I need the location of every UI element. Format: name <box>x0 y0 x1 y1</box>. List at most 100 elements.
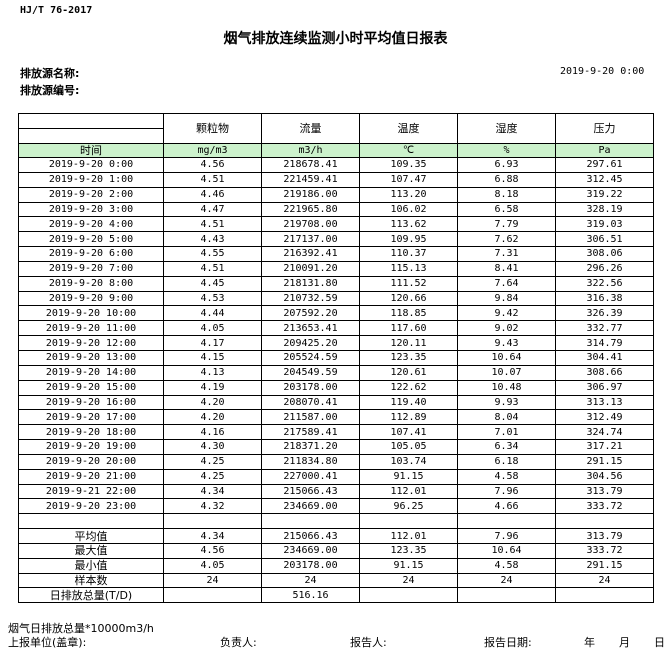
value-cell: 324.74 <box>555 424 654 441</box>
value-cell: 306.97 <box>555 379 654 396</box>
hourly-data-row-label: 2019-9-20 2:00 <box>18 186 164 203</box>
value-cell: 4.51 <box>163 260 262 277</box>
hourly-data-row-label: 2019-9-20 17:00 <box>18 409 164 426</box>
column-header-temperature: 温度 <box>359 113 458 144</box>
value-cell: 211587.00 <box>261 409 360 426</box>
value-cell: 10.64 <box>457 349 556 366</box>
value-cell: 120.66 <box>359 290 458 307</box>
column-header-pressure: 压力 <box>555 113 654 144</box>
value-cell: 112.89 <box>359 409 458 426</box>
value-cell: 4.43 <box>163 231 262 248</box>
hourly-data-row-label: 2019-9-20 5:00 <box>18 231 164 248</box>
hourly-data-row-label: 2019-9-20 3:00 <box>18 201 164 218</box>
value-cell: 9.93 <box>457 394 556 411</box>
value-cell: 217137.00 <box>261 231 360 248</box>
hourly-data-row-label: 2019-9-20 16:00 <box>18 394 164 411</box>
value-cell: 103.74 <box>359 453 458 470</box>
summary-row-label: 日排放总量(T/D) <box>18 587 164 604</box>
value-cell: 4.19 <box>163 379 262 396</box>
value-cell: 319.22 <box>555 186 654 203</box>
hourly-data-row: 2019-9-20 5:00 4.43 217137.00 109.95 7.62 306… <box>18 231 654 248</box>
value-cell: 115.13 <box>359 260 458 277</box>
summary-row-label: 平均值 <box>18 528 164 544</box>
value-cell: 218678.41 <box>261 157 360 173</box>
value-cell: 4.66 <box>457 498 556 515</box>
summary-row: 样本数 24 24 24 24 24 <box>18 572 654 589</box>
value-cell: 107.41 <box>359 424 458 441</box>
value-cell: 6.18 <box>457 453 556 470</box>
summary-row: 最小值 4.05 203178.00 91.15 4.58 291.15 <box>18 557 654 574</box>
value-cell: 211834.80 <box>261 453 360 470</box>
value-cell: 4.17 <box>163 335 262 351</box>
value-cell: 109.35 <box>359 157 458 173</box>
value-cell: 6.58 <box>457 201 556 218</box>
hourly-data-row: 2019-9-20 18:00 4.16 217589.41 107.41 7.01 32… <box>18 424 654 441</box>
hourly-data-row: 2019-9-20 17:00 4.20 211587.00 112.89 8.04 31… <box>18 409 654 426</box>
hourly-data-row: 2019-9-20 4:00 4.51 219708.00 113.62 7.79 319… <box>18 216 654 233</box>
value-cell <box>163 513 262 530</box>
value-cell <box>457 587 556 604</box>
value-cell: 7.79 <box>457 216 556 233</box>
hourly-data-row-label: 2019-9-20 7:00 <box>18 260 164 277</box>
hourly-data-row-label: 2019-9-20 9:00 <box>18 290 164 307</box>
value-cell: 113.20 <box>359 186 458 203</box>
hourly-data-row-label: 2019-9-20 18:00 <box>18 424 164 441</box>
value-cell: 204549.59 <box>261 364 360 381</box>
column-header-humidity: 湿度 <box>457 113 556 144</box>
value-cell: 120.61 <box>359 364 458 381</box>
value-cell: 109.95 <box>359 231 458 248</box>
hourly-data-row-label: 2019-9-20 4:00 <box>18 216 164 233</box>
hourly-data-row-label: 2019-9-20 12:00 <box>18 335 164 351</box>
value-cell: 4.51 <box>163 171 262 188</box>
value-cell: 4.51 <box>163 216 262 233</box>
value-cell: 6.34 <box>457 439 556 455</box>
value-cell: 4.20 <box>163 394 262 411</box>
value-cell: 4.15 <box>163 349 262 366</box>
hourly-data-row: 2019-9-20 23:00 4.32 234669.00 96.25 4.66 333… <box>18 498 654 515</box>
value-cell: 7.62 <box>457 231 556 248</box>
value-cell <box>359 587 458 604</box>
value-cell: 8.04 <box>457 409 556 426</box>
report-title: 烟气排放连续监测小时平均值日报表 <box>223 31 448 47</box>
value-cell: 326.39 <box>555 305 654 322</box>
value-cell: 333.72 <box>555 498 654 515</box>
value-cell: 313.79 <box>555 483 654 500</box>
report-date-label: 报告日期: <box>484 636 532 649</box>
hourly-data-row: 2019-9-20 8:00 4.45 218131.80 111.52 7.64 322… <box>18 275 654 292</box>
value-cell: 333.72 <box>555 542 654 559</box>
value-cell: 4.25 <box>163 468 262 485</box>
year-label: 年 <box>584 636 595 649</box>
value-cell: 218131.80 <box>261 275 360 292</box>
value-cell: 291.15 <box>555 557 654 574</box>
day-label: 日 <box>654 636 665 649</box>
value-cell: 10.64 <box>457 542 556 559</box>
value-cell: 119.40 <box>359 394 458 411</box>
value-cell: 8.41 <box>457 260 556 277</box>
value-cell: 106.02 <box>359 201 458 218</box>
value-cell: 4.47 <box>163 201 262 218</box>
value-cell: 319.03 <box>555 216 654 233</box>
value-cell: 4.56 <box>163 157 262 173</box>
value-cell: 24 <box>359 572 458 589</box>
hourly-data-row-label: 2019-9-20 6:00 <box>18 246 164 262</box>
value-cell: 24 <box>261 572 360 589</box>
hourly-report-table: 颗粒物 流量 温度 湿度 压力 时间 mg/m3 m3/h ℃ % Pa 201… <box>18 113 654 604</box>
value-cell: 120.11 <box>359 335 458 351</box>
column-header-flow: 流量 <box>261 113 360 144</box>
value-cell: 210732.59 <box>261 290 360 307</box>
value-cell: 297.61 <box>555 157 654 173</box>
value-cell: 9.84 <box>457 290 556 307</box>
hourly-data-row-label: 2019-9-20 8:00 <box>18 275 164 292</box>
hourly-data-row-label: 2019-9-20 19:00 <box>18 439 164 455</box>
header-corner-cell <box>18 113 164 144</box>
value-cell: 91.15 <box>359 468 458 485</box>
value-cell: 213653.41 <box>261 320 360 337</box>
value-cell <box>359 513 458 530</box>
hourly-data-row: 2019-9-20 19:00 4.30 218371.20 105.05 6.34 31… <box>18 439 654 455</box>
time-header: 时间 <box>18 143 164 158</box>
value-cell: 234669.00 <box>261 498 360 515</box>
value-cell: 4.32 <box>163 498 262 515</box>
blank-row <box>18 513 654 530</box>
hourly-data-row: 2019-9-20 21:00 4.25 227000.41 91.15 4.58 304… <box>18 468 654 485</box>
value-cell: 313.79 <box>555 528 654 544</box>
